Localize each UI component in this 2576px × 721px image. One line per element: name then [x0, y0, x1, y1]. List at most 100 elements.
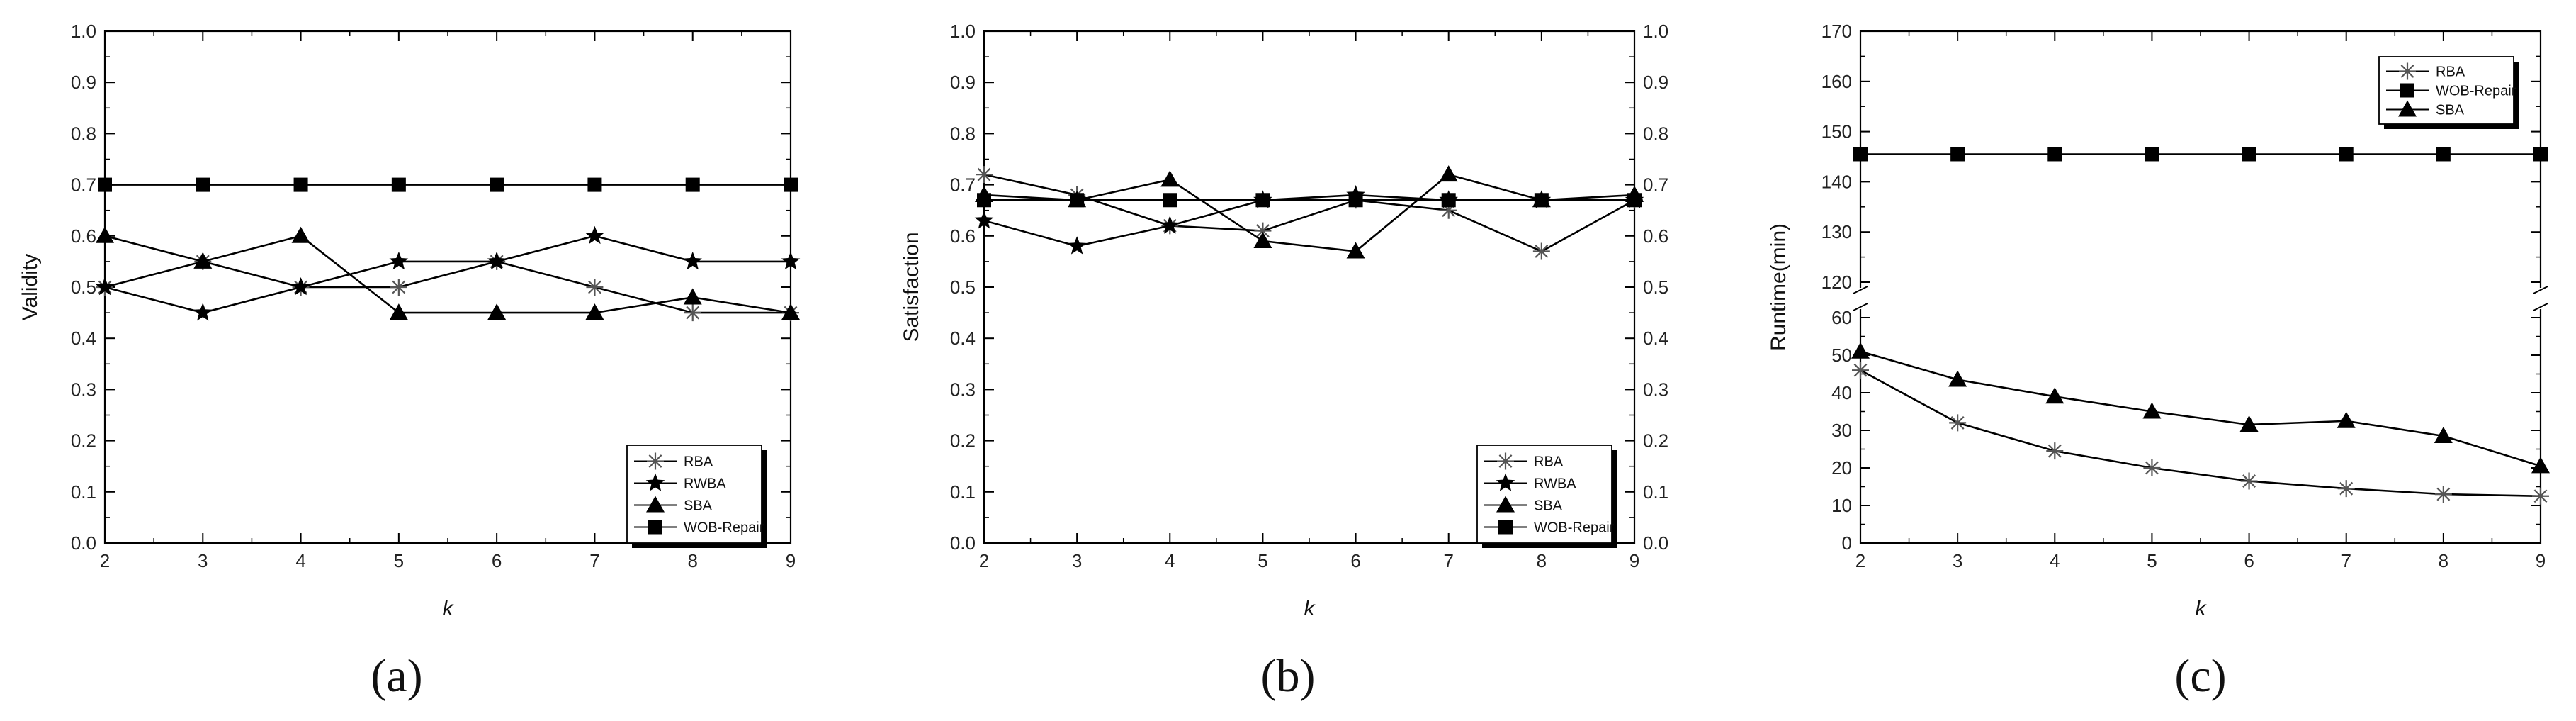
- data-point: [781, 251, 801, 270]
- y-tick-label: 120: [1821, 272, 1852, 293]
- data-point: [390, 279, 407, 296]
- legend-label: SBA: [684, 498, 713, 514]
- data-point: [585, 225, 604, 245]
- series-layer-b: [974, 165, 1644, 260]
- legend-b: RBA RWBA SBA WOB-Repair: [1476, 445, 1617, 548]
- y-tick-label: 0.4: [71, 328, 96, 349]
- y-tick-label: 0.8: [71, 123, 96, 144]
- legend-item: WOB-Repair: [634, 520, 764, 536]
- x-tick-label: 3: [198, 550, 208, 571]
- data-point: [1627, 193, 1642, 208]
- legend-label: SBA: [2436, 103, 2465, 118]
- chart-panel-a: 2 3 4 5 6 7 8 9 0.0 0.1 0.2 0.3 0.4 0.5 0.6 0.7 0.8 0.9 1.…: [18, 21, 801, 702]
- series-rba: [1852, 362, 2549, 505]
- caption-a: (a): [371, 650, 422, 702]
- data-point: [1949, 414, 1967, 432]
- data-point: [683, 251, 702, 270]
- data-point: [685, 177, 700, 192]
- y-tick-label-right: 0.5: [1643, 276, 1668, 298]
- data-point: [1348, 193, 1363, 208]
- legend-marker: [1496, 496, 1515, 513]
- data-point: [2047, 147, 2062, 162]
- data-point: [1851, 342, 1870, 359]
- data-point: [1070, 193, 1085, 208]
- data-point: [781, 303, 800, 320]
- x-tick-label: 7: [2341, 550, 2351, 571]
- data-point: [193, 303, 213, 321]
- x-tick-label: 6: [2244, 550, 2254, 571]
- data-point: [587, 177, 602, 192]
- x-tick-label: 3: [1072, 550, 1082, 571]
- series-line: [104, 235, 791, 314]
- legend-item: SBA: [2386, 100, 2465, 118]
- data-point: [487, 303, 507, 320]
- y-tick-label-right: 0.3: [1643, 379, 1668, 400]
- axis-break-mark-left: [1853, 286, 1868, 294]
- y-tick-label: 0.0: [950, 532, 976, 554]
- y-tick-label: 0: [1842, 532, 1852, 554]
- y-tick-label: 1.0: [950, 21, 976, 42]
- x-tick-label: 5: [394, 550, 404, 571]
- x-tick-label: 9: [2536, 550, 2546, 571]
- y-tick-label: 0.0: [71, 532, 96, 554]
- y-tick-label: 0.6: [950, 225, 976, 247]
- data-point: [2143, 459, 2161, 476]
- y-tick-label: 0.8: [950, 123, 976, 144]
- legend-item: WOB-Repair: [1484, 520, 1615, 536]
- y-tick-label-right: 1.0: [1643, 21, 1668, 42]
- y-tick-label: 0.7: [950, 174, 976, 196]
- data-point: [1852, 362, 1869, 379]
- data-point: [1160, 170, 1180, 187]
- y-tick-label: 30: [1831, 420, 1852, 441]
- legend-a: RBA RWBA SBA WOB-Repair: [626, 445, 767, 548]
- data-point: [1254, 222, 1272, 240]
- series-line: [983, 173, 1635, 252]
- legend-marker: [1498, 520, 1513, 535]
- y-tick-label: 0.7: [71, 174, 96, 196]
- legend-marker: [646, 496, 665, 513]
- data-point: [2239, 415, 2259, 432]
- series-wob-repair: [1853, 147, 2548, 162]
- x-tick-label: 2: [100, 550, 110, 571]
- x-axis-label-b: k: [1304, 597, 1316, 620]
- legend-label: RBA: [1534, 454, 1564, 470]
- y-tick-label-right: 0.7: [1643, 174, 1668, 196]
- series-layer-c: [1851, 147, 2550, 505]
- data-point: [193, 252, 213, 269]
- y-tick-label-right: 0.4: [1643, 328, 1668, 349]
- legend-label: RWBA: [1534, 476, 1576, 492]
- data-point: [1950, 147, 1965, 162]
- y-tick-label: 0.5: [950, 276, 976, 298]
- data-point: [1439, 165, 1458, 182]
- ticks-a: 2 3 4 5 6 7 8 9 0.0 0.1 0.2 0.3 0.4 0.5 0.6 0.7 0.8 0.9 1.…: [71, 21, 796, 571]
- axis-break-gap-left: [1858, 288, 1863, 309]
- series-sba: [1851, 342, 2550, 474]
- y-tick-label-right: 0.0: [1643, 532, 1668, 554]
- data-point: [784, 177, 798, 192]
- x-tick-label: 8: [1537, 550, 1547, 571]
- data-point: [2242, 147, 2256, 162]
- data-point: [196, 177, 210, 192]
- data-point: [2436, 147, 2451, 162]
- data-point: [389, 251, 409, 270]
- data-point: [974, 211, 994, 229]
- x-tick-label: 2: [979, 550, 989, 571]
- data-point: [1532, 242, 1550, 260]
- axis-break-mark-right: [2533, 303, 2548, 311]
- legend-label: WOB-Repair: [684, 520, 764, 536]
- legend-marker: [647, 452, 664, 470]
- data-point: [2142, 402, 2162, 419]
- caption-c: (c): [2174, 650, 2226, 702]
- data-point: [976, 166, 993, 184]
- data-point: [1948, 370, 1967, 387]
- ticks-c: 2 3 4 5 6 7 8 9 120 130 140 150 160 170 0 10 20 30 40 50 60: [1821, 21, 2548, 571]
- y-tick-label: 0.3: [950, 379, 976, 400]
- series-sba: [96, 226, 800, 320]
- series-line: [1860, 350, 2541, 467]
- data-point: [1853, 147, 1868, 162]
- y-tick-label: 0.2: [950, 430, 976, 452]
- series-line: [983, 173, 1635, 252]
- y-tick-label-right: 0.9: [1643, 72, 1668, 93]
- y-tick-label: 0.1: [950, 481, 976, 503]
